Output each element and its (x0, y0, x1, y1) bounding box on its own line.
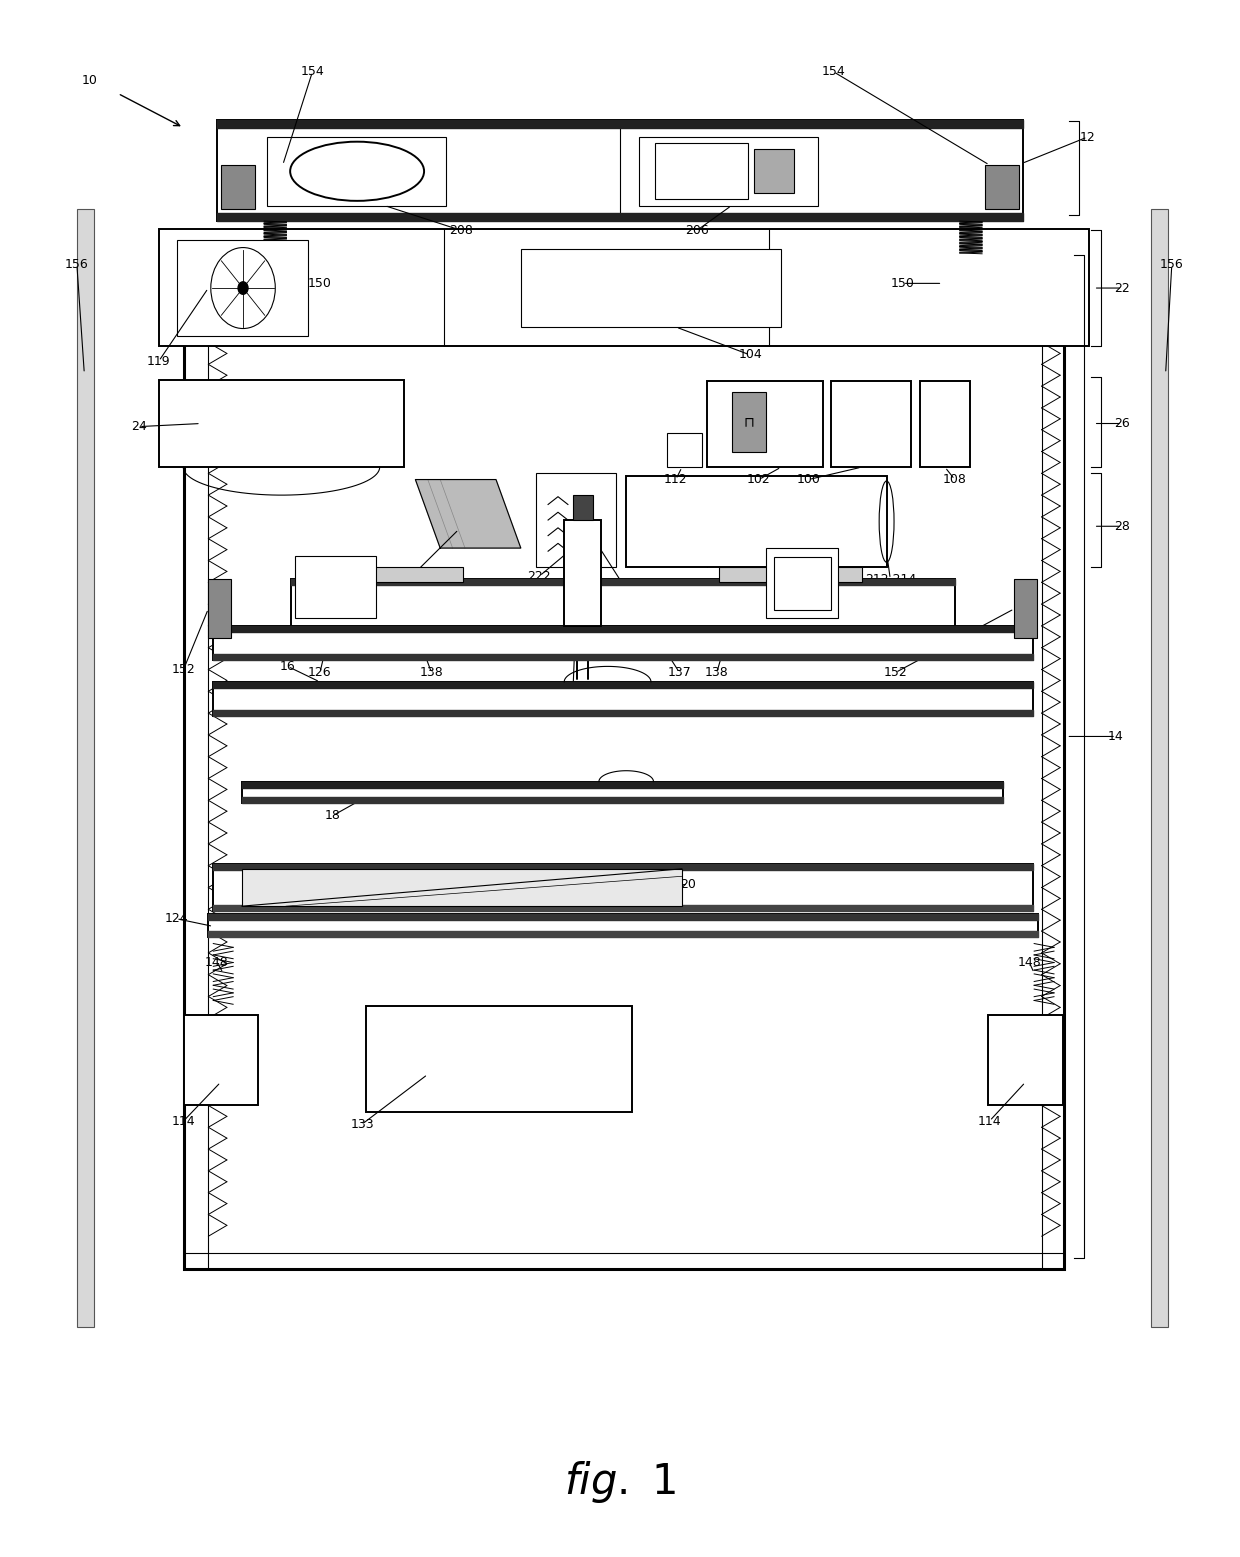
Text: 222: 222 (527, 570, 552, 582)
Text: 154: 154 (300, 65, 325, 78)
Text: 16: 16 (280, 660, 295, 673)
Text: 119: 119 (146, 355, 171, 367)
Bar (667, 433, 702, 467)
Text: 133: 133 (350, 1118, 374, 1130)
Bar (766, 548, 838, 618)
Text: 126: 126 (308, 666, 332, 679)
Text: 14: 14 (1109, 730, 1123, 743)
Text: 212,214: 212,214 (864, 573, 916, 585)
Text: 220: 220 (399, 570, 424, 582)
Bar (366, 1006, 632, 1112)
Text: 10: 10 (82, 75, 97, 87)
Bar (521, 249, 781, 327)
Text: 114: 114 (171, 1115, 196, 1127)
Text: 139: 139 (560, 687, 585, 699)
Bar (639, 137, 818, 206)
Text: 136: 136 (796, 645, 821, 657)
Bar (213, 626, 1033, 660)
Text: 208: 208 (449, 224, 474, 237)
Bar (159, 229, 1089, 346)
Bar (213, 864, 1033, 911)
Text: 150: 150 (308, 277, 332, 290)
Bar (159, 380, 404, 467)
Bar (536, 473, 616, 567)
Text: 138: 138 (704, 666, 729, 679)
Text: 148: 148 (1017, 956, 1042, 968)
Bar (217, 120, 1023, 221)
Text: 28: 28 (1115, 520, 1130, 532)
Text: 108: 108 (942, 473, 967, 486)
Bar (291, 579, 955, 626)
Bar (754, 149, 794, 193)
Bar (242, 782, 1003, 803)
Bar (177, 240, 308, 336)
Bar (707, 381, 823, 467)
Bar (295, 556, 376, 618)
Text: 100: 100 (796, 473, 821, 486)
Text: 152: 152 (883, 666, 908, 679)
Ellipse shape (238, 282, 248, 294)
Bar (564, 520, 601, 626)
Bar (208, 579, 231, 638)
Bar (655, 143, 748, 199)
Text: 137: 137 (667, 666, 692, 679)
Text: 148: 148 (205, 956, 229, 968)
Bar (184, 1015, 258, 1105)
Text: 102: 102 (746, 473, 771, 486)
Text: 104: 104 (738, 349, 763, 361)
Bar (985, 165, 1019, 209)
Bar (732, 392, 766, 452)
Text: 114: 114 (977, 1115, 1002, 1127)
Text: 156: 156 (1159, 258, 1184, 271)
Bar (626, 476, 887, 567)
Bar (267, 137, 446, 206)
Text: 112: 112 (663, 473, 688, 486)
Bar (320, 567, 463, 582)
Text: 138: 138 (419, 666, 444, 679)
Text: 20: 20 (681, 878, 696, 891)
Bar (831, 381, 911, 467)
Text: 150: 150 (890, 277, 915, 290)
Bar (184, 248, 1064, 1269)
Text: ⊓: ⊓ (744, 416, 754, 428)
Bar (213, 682, 1033, 716)
Text: 24: 24 (131, 420, 146, 433)
Bar (77, 209, 94, 1327)
Bar (920, 381, 970, 467)
Text: 124: 124 (164, 912, 188, 925)
Text: 22: 22 (1115, 282, 1130, 294)
Text: 152: 152 (171, 663, 196, 676)
Text: 206: 206 (684, 224, 709, 237)
Bar (221, 165, 255, 209)
Bar (774, 557, 831, 610)
Bar (242, 869, 682, 906)
Bar (1151, 209, 1168, 1327)
Bar (988, 1015, 1063, 1105)
Text: 18: 18 (325, 810, 340, 822)
Polygon shape (415, 480, 521, 548)
Text: $\mathit{fig.}\ \mathit{1}$: $\mathit{fig.}\ \mathit{1}$ (564, 1459, 676, 1506)
Bar (719, 567, 862, 582)
Text: 26: 26 (1115, 417, 1130, 430)
Text: 142: 142 (667, 698, 692, 710)
Bar (573, 495, 593, 520)
Bar (1014, 579, 1037, 638)
Text: 156: 156 (64, 258, 89, 271)
Bar (208, 914, 1038, 937)
Text: 154: 154 (821, 65, 846, 78)
Text: 12: 12 (1080, 131, 1095, 143)
